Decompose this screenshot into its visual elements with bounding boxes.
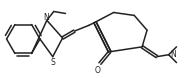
Text: N: N <box>43 13 49 22</box>
Text: O: O <box>95 66 101 75</box>
Text: S: S <box>50 58 55 67</box>
Text: N: N <box>171 50 176 59</box>
